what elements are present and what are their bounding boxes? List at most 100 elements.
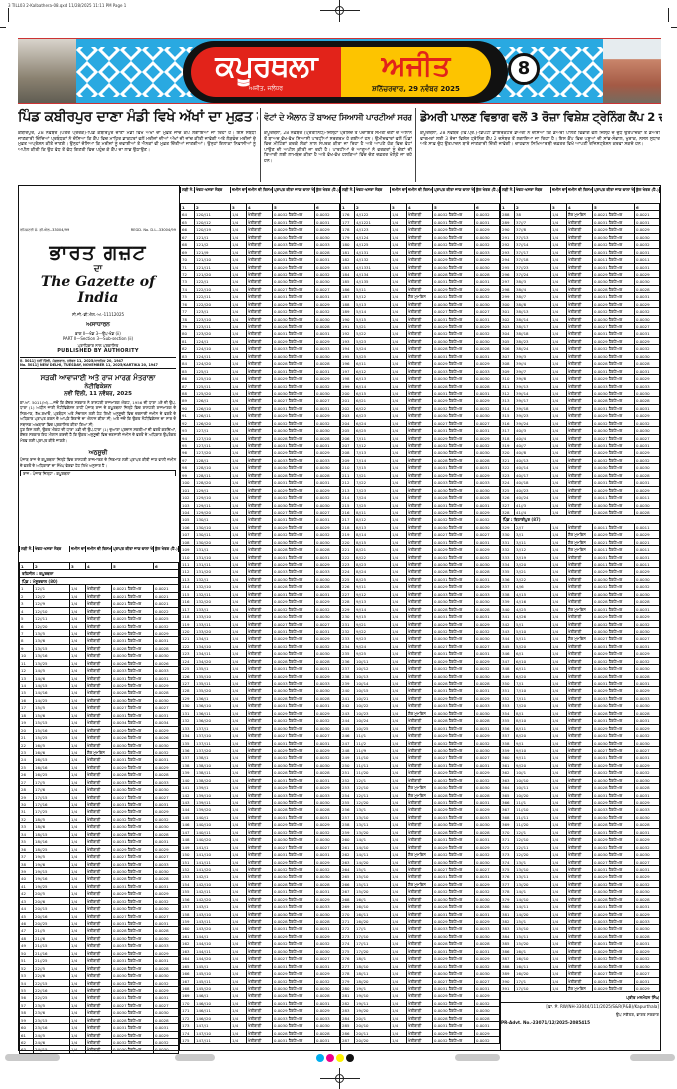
area-acquired: 0.0031 ਹੈਕਟੇਅਰ: [592, 218, 634, 226]
serial-number: 79: [180, 323, 194, 330]
heritage-building-photo: [18, 39, 76, 103]
khasra-number: 14//16: [33, 689, 69, 696]
serial-number: 109: [180, 546, 194, 553]
khasra-number: 15//20: [514, 940, 550, 947]
table-row: 129 136//1 1/4 ਖੇਤੀਬਾੜੀ 0.0028 ਹੈਕਟੇਅਰ 0.0028: [180, 694, 340, 703]
area-acquired: 0.0029 ਹੈਕਟੇਅਰ: [592, 836, 634, 843]
total-area: 0.0029: [314, 375, 340, 382]
khasra-number: 14//20: [514, 910, 550, 917]
land-type: ਖੇਤੀਬਾੜੀ: [406, 746, 432, 754]
area-acquired: 0.0028 ਹੈਕਟੇਅਰ: [432, 456, 474, 464]
area-acquired: 0.0029 ਹੈਕਟੇਅਰ: [432, 256, 474, 263]
table-row: 300 38//8 1/4 ਖੇਤੀਬਾੜੀ 0.0029 ਹੈਕਟੇਅਰ 0.0029: [500, 300, 660, 309]
area-acquired: 0.0027 ਹੈਕਟੇਅਰ: [432, 419, 474, 427]
total-area: 0.0031: [634, 367, 660, 374]
total-area: 0.0028: [314, 434, 340, 441]
land-type: ਖੇਤੀਬਾੜੀ: [406, 404, 432, 412]
land-share: 1/4: [390, 940, 406, 947]
land-share: 1/4: [550, 895, 566, 903]
area-acquired: 0.0028 ਹੈਕਟੇਅਰ: [592, 285, 634, 293]
land-type: ਖੇਤੀਬਾੜੀ: [85, 912, 111, 919]
land-type: ਖੇਤੀਬਾੜੀ: [566, 843, 592, 850]
serial-number: 105: [180, 516, 194, 523]
land-share: 1/4: [230, 918, 246, 925]
land-type: ਖੇਤੀਬਾੜੀ: [246, 769, 272, 776]
serial-number: 158: [180, 910, 194, 917]
area-acquired: 0.0031 ਹੈਕਟੇਅਰ: [272, 739, 314, 746]
land-type: ਖੇਤੀਬਾੜੀ: [406, 843, 432, 850]
serial-number: 56: [19, 994, 33, 1001]
total-area: 0.0029: [634, 531, 660, 538]
area-acquired: 0.0031 ਹੈਕਟੇਅਰ: [432, 724, 474, 731]
khasra-number: 121//20: [194, 270, 230, 278]
land-share: 1/4: [390, 568, 406, 575]
table-row: 277 18//10 1/4 ਖੇਤੀਬਾੜੀ 0.0032 ਹੈਕਟੇਅਰ 0.0032: [340, 962, 500, 971]
land-share: 1/4: [230, 761, 246, 769]
table-row: 287 20//20 1/4 ਖੇਤੀਬਾੜੀ 0.0032 ਹੈਕਟੇਅਰ 0.0032: [340, 1037, 500, 1045]
total-area: 0.0031: [153, 756, 179, 763]
serial-number: 321: [500, 456, 514, 464]
table-column-number: 5: [111, 563, 153, 570]
khasra-number: 2//7: [514, 523, 550, 531]
serial-number: 97: [180, 456, 194, 464]
serial-number: 59: [19, 1016, 33, 1024]
serial-number: 198: [340, 375, 354, 382]
serial-number: 47: [19, 927, 33, 934]
table-row: 245 10//25 1/4 ਖੇਤੀਬਾੜੀ 0.0031 ਹੈਕਟੇਅਰ 0.0031: [340, 724, 500, 733]
land-type: ਖੇਤੀਬਾੜੀ: [246, 360, 272, 367]
table-row: 358 9//1 1/4 ਖੇਤੀਬਾੜੀ 0.0030 ਹੈਕਟੇਅਰ 0.0030: [500, 739, 660, 747]
magenta-dot-icon: [326, 1054, 334, 1062]
land-share: 1/4: [69, 622, 85, 629]
table-row: 267 15//20 1/4 ਖੇਤੀਬਾੜੀ 0.0032 ਹੈਕਟੇਅਰ 0.0032: [340, 888, 500, 896]
area-acquired: 0.0028 ਹੈਕਟੇਅਰ: [111, 644, 153, 652]
land-type: ਖੇਤੀਬਾੜੀ: [406, 776, 432, 784]
area-acquired: 0.0031 ਹੈਕਟੇਅਰ: [111, 1024, 153, 1031]
land-share: 1/4: [390, 635, 406, 642]
land-share: 1/4: [69, 1039, 85, 1046]
serial-number: 127: [180, 680, 194, 687]
khasra-number: 128//20: [194, 479, 230, 486]
serial-number: 267: [340, 888, 354, 895]
land-type: ਗੈਰ ਮੁਮਕਿਨ: [566, 984, 592, 992]
table-row: 254 12//11 1/4 ਗੈਰ ਮੁਮਕਿਨ 0.0028 ਹੈਕਟੇਅਰ 0.00…: [340, 791, 500, 799]
area-acquired: 0.0028 ਹੈਕਟੇਅਰ: [432, 270, 474, 278]
area-acquired: 0.0030 ਹੈਕਟੇਅਰ: [272, 724, 314, 731]
land-share: 1/4: [230, 843, 246, 850]
land-share: 1/4: [230, 263, 246, 270]
land-type: ਖੇਤੀਬਾੜੀ: [566, 323, 592, 330]
land-type: ਖੇਤੀਬਾੜੀ: [566, 568, 592, 575]
land-share: 1/4: [390, 1022, 406, 1029]
serial-number: 340: [500, 605, 514, 612]
khasra-number: 10//12: [354, 665, 390, 672]
area-acquired: 0.0030 ਹੈਕਟੇਅਰ: [592, 962, 634, 969]
area-acquired: 0.0021 ਹੈਕਟੇਅਰ: [592, 211, 634, 218]
table-row: 353 7//20 1/4 ਖੇਤੀਬਾੜੀ 0.0030 ਹੈਕਟੇਅਰ 0.0030: [500, 702, 660, 710]
khasra-number: 4//131: [354, 248, 390, 255]
land-type: ਖੇਤੀਬਾੜੀ: [406, 352, 432, 360]
land-share: 1/4: [390, 806, 406, 813]
serial-number: 373: [500, 851, 514, 858]
table-row: 149 141//1 1/4 ਖੇਤੀਬਾੜੀ 0.0027 ਹੈਕਟੇਅਰ 0.0027: [180, 843, 340, 852]
land-type: ਖੇਤੀਬਾੜੀ: [406, 508, 432, 516]
serial-number: 5: [19, 615, 33, 622]
khasra-number: 6//10: [514, 657, 550, 665]
land-type: ਖੇਤੀਬਾੜੀ: [406, 1022, 432, 1029]
signatory-name: ਪ੍ਰੀਤ ਮਨਮੋਹਨ ਸਿੰਘ: [626, 995, 659, 1000]
area-acquired: 0.0028 ਹੈਕਟੇਅਰ: [272, 769, 314, 776]
khasra-number: 20//16: [33, 912, 69, 919]
land-share: 1/4: [390, 851, 406, 858]
serial-number: 37: [19, 853, 33, 860]
area-acquired: 0.0032 ਹੈਕਟੇਅਰ: [432, 211, 474, 218]
area-acquired: 0.0033 ਹੈਕਟੇਅਰ: [272, 1014, 314, 1022]
total-area: 0.0032: [474, 888, 500, 895]
land-type: ਖੇਤੀਬਾੜੀ: [406, 732, 432, 739]
khasra-number: 143//10: [194, 910, 230, 917]
serial-number: 176: [340, 211, 354, 218]
table-header-cell: ਜ਼ਮੀਨ ਦੀ ਕਿਸਮ: [566, 187, 592, 193]
serial-number: 88: [180, 389, 194, 397]
land-share: 1/4: [390, 999, 406, 1007]
table-row: 178 4//123 1/4 ਖੇਤੀਬਾੜੀ 0.0029 ਹੈਕਟੇਅਰ 0.0029: [340, 226, 500, 234]
table-header-cell: ਖੇਵਟ-ਖਸਰਾ ਨੰਬਰ: [33, 546, 69, 552]
land-share: 1/4: [230, 345, 246, 352]
khasra-number: 141//10: [194, 851, 230, 858]
